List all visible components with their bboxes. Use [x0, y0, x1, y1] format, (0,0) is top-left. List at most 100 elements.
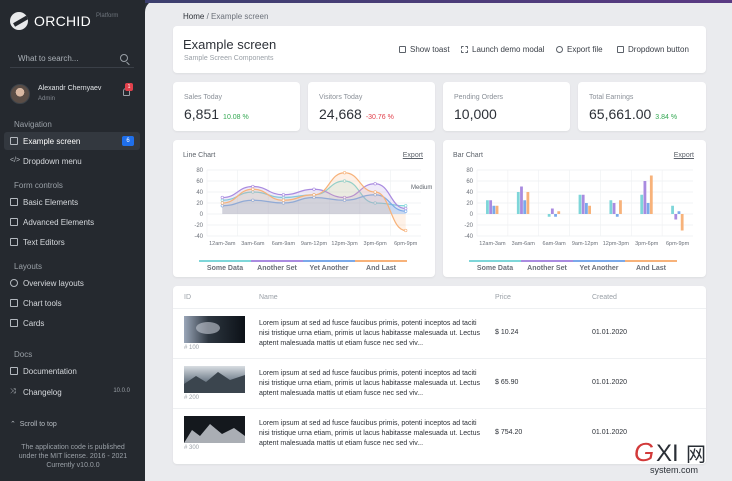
sidebar-item-overview-layouts[interactable]: Overview layouts	[4, 274, 140, 292]
bar[interactable]	[492, 205, 496, 214]
legend-item[interactable]: Another Set	[251, 260, 303, 272]
row-id: # 100	[184, 345, 200, 351]
sidebar-item-label: Text Editors	[23, 237, 65, 247]
bar[interactable]	[677, 211, 681, 214]
sidebar-item-basic-elements[interactable]: Basic Elements	[4, 193, 140, 211]
show-toast-button[interactable]: Show toast	[399, 45, 450, 54]
bar[interactable]	[646, 203, 650, 214]
data-point[interactable]	[404, 206, 408, 211]
svg-text:XI: XI	[656, 440, 679, 467]
list-icon	[10, 238, 18, 246]
sidebar-item-dropdown-menu[interactable]: </> Dropdown menu	[4, 152, 140, 170]
user-profile[interactable]: Alexandr Chernyaev Admin 1	[10, 82, 134, 106]
data-point[interactable]	[281, 193, 286, 197]
bar[interactable]	[680, 214, 684, 231]
bar[interactable]	[643, 181, 647, 214]
bar[interactable]	[612, 203, 616, 214]
bar[interactable]	[557, 211, 561, 214]
column-header-id[interactable]: ID	[184, 294, 191, 301]
bar[interactable]	[619, 200, 622, 214]
legend-item[interactable]: Some Data	[469, 260, 521, 272]
launch-demo-modal-button[interactable]: Launch demo modal	[461, 45, 545, 54]
row-thumbnail	[184, 416, 245, 443]
search-input[interactable]	[10, 51, 134, 66]
sidebar-item-advanced-elements[interactable]: Advanced Elements	[4, 213, 140, 231]
top-edge	[145, 0, 732, 3]
bar[interactable]	[588, 205, 591, 214]
y-tick-label: 20	[466, 201, 473, 207]
bar[interactable]	[674, 214, 678, 220]
row-thumbnail	[184, 316, 245, 343]
bar[interactable]	[526, 192, 530, 214]
brand-sub: Platform	[96, 13, 119, 19]
data-point[interactable]	[404, 228, 408, 233]
legend-item[interactable]: Yet Another	[303, 260, 355, 272]
column-header-created[interactable]: Created	[592, 294, 617, 301]
data-point[interactable]	[281, 198, 286, 202]
bar[interactable]	[547, 214, 551, 217]
metric-value: 65,661.00 3.84 %	[589, 106, 677, 122]
bar[interactable]	[554, 214, 557, 217]
scroll-to-top-link[interactable]: ⌃ Scroll to top	[10, 420, 57, 428]
button-label: Show toast	[410, 45, 450, 54]
data-point[interactable]	[312, 187, 316, 191]
bar[interactable]	[523, 200, 527, 214]
data-point[interactable]	[342, 198, 347, 202]
data-point[interactable]	[220, 195, 224, 200]
folder-icon	[617, 46, 624, 53]
sidebar-item-cards[interactable]: Cards	[4, 314, 140, 332]
column-header-name[interactable]: Name	[259, 294, 278, 301]
data-point[interactable]	[404, 209, 408, 213]
search-icon[interactable]	[120, 54, 128, 62]
export-file-button[interactable]: Export file	[556, 45, 603, 54]
notification-badge: 1	[125, 83, 133, 91]
data-point[interactable]	[251, 198, 255, 202]
data-point[interactable]	[373, 182, 377, 186]
data-point[interactable]	[342, 171, 347, 175]
sidebar-item-text-editors[interactable]: Text Editors	[4, 233, 140, 251]
bar[interactable]	[615, 214, 619, 217]
breadcrumb-home[interactable]: Home	[183, 12, 205, 21]
bar[interactable]	[609, 200, 613, 214]
dropdown-button[interactable]: Dropdown button	[617, 45, 689, 54]
bar[interactable]	[495, 205, 499, 214]
sidebar-item-documentation[interactable]: Documentation	[4, 362, 140, 380]
y-tick-label: 40	[196, 190, 203, 196]
legend-item[interactable]: And Last	[625, 260, 677, 272]
table-row[interactable]: # 300 Lorem ipsum at sed ad fusce faucib…	[173, 408, 706, 458]
bar[interactable]	[516, 192, 520, 214]
legend-item[interactable]: Another Set	[521, 260, 573, 272]
bar[interactable]	[581, 194, 585, 214]
bar[interactable]	[550, 208, 554, 215]
bar[interactable]	[640, 194, 644, 214]
data-point[interactable]	[342, 179, 347, 183]
legend-item[interactable]: Yet Another	[573, 260, 625, 272]
bar[interactable]	[520, 186, 523, 215]
bar[interactable]	[489, 200, 493, 214]
data-point[interactable]	[404, 204, 408, 208]
data-point[interactable]	[373, 201, 377, 205]
legend-item[interactable]: And Last	[355, 260, 407, 272]
data-point[interactable]	[251, 187, 255, 191]
sidebar-item-chart-tools[interactable]: Chart tools	[4, 294, 140, 312]
data-point[interactable]	[312, 193, 316, 197]
export-link[interactable]: Export	[673, 152, 694, 159]
table-row[interactable]: # 100 Lorem ipsum at sed ad fusce faucib…	[173, 308, 706, 358]
data-point[interactable]	[373, 190, 377, 194]
sidebar-item-example-screen[interactable]: Example screen 6	[4, 132, 140, 150]
brand[interactable]: ORCHID Platform	[10, 12, 118, 30]
bar[interactable]	[649, 175, 653, 215]
row-thumbnail	[184, 366, 245, 393]
sidebar-item-changelog[interactable]: ⤨ Changelog 10.0.0	[4, 383, 140, 401]
layers-icon	[10, 279, 18, 287]
bar[interactable]	[585, 203, 588, 214]
bar[interactable]	[671, 205, 674, 214]
export-link[interactable]: Export	[402, 152, 423, 159]
bar[interactable]	[578, 194, 582, 214]
table-row[interactable]: # 200 Lorem ipsum at sed ad fusce faucib…	[173, 358, 706, 408]
column-header-price[interactable]: Price	[495, 294, 511, 301]
bar[interactable]	[486, 200, 489, 214]
data-point[interactable]	[251, 184, 255, 189]
data-point[interactable]	[220, 201, 224, 205]
legend-item[interactable]: Some Data	[199, 260, 251, 272]
